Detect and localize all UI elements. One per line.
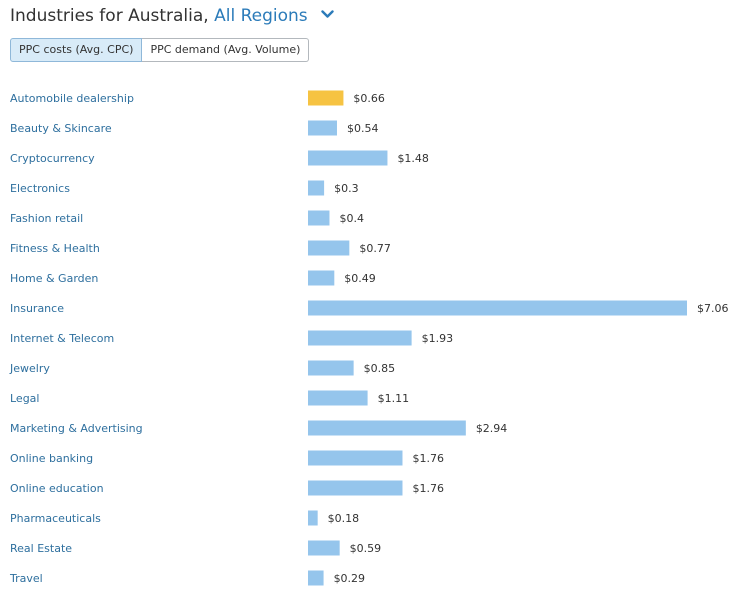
- category-label-marketing-and-advertising: Marketing & Advertising: [10, 422, 143, 435]
- category-label-beauty-and-skincare: Beauty & Skincare: [10, 122, 112, 135]
- bar-electronics: [308, 180, 325, 196]
- value-label-cryptocurrency: $1.48: [397, 152, 429, 165]
- value-label-electronics: $0.3: [334, 182, 359, 195]
- category-label-electronics: Electronics: [10, 182, 70, 195]
- category-label-online-banking: Online banking: [10, 452, 93, 465]
- value-label-fashion-retail: $0.4: [339, 212, 364, 225]
- value-label-legal: $1.11: [378, 392, 410, 405]
- bar-real-estate: [308, 540, 340, 556]
- bar-cryptocurrency: [308, 150, 388, 166]
- category-label-real-estate: Real Estate: [10, 542, 72, 555]
- value-label-insurance: $7.06: [697, 302, 729, 315]
- value-label-fitness-and-health: $0.77: [359, 242, 391, 255]
- bar-insurance: [308, 300, 687, 316]
- value-label-home-and-garden: $0.49: [344, 272, 376, 285]
- bar-beauty-and-skincare: [308, 120, 337, 136]
- category-label-fashion-retail: Fashion retail: [10, 212, 83, 225]
- value-label-pharmaceuticals: $0.18: [328, 512, 360, 525]
- value-label-automobile-dealership: $0.66: [353, 92, 385, 105]
- value-label-online-education: $1.76: [412, 482, 444, 495]
- bar-online-banking: [308, 450, 403, 466]
- metric-tabs: PPC costs (Avg. CPC) PPC demand (Avg. Vo…: [10, 38, 310, 62]
- category-label-insurance: Insurance: [10, 302, 64, 315]
- bar-marketing-and-advertising: [308, 420, 466, 436]
- value-label-travel: $0.29: [334, 572, 366, 585]
- category-label-fitness-and-health: Fitness & Health: [10, 242, 100, 255]
- bar-fitness-and-health: [308, 240, 350, 256]
- category-label-pharmaceuticals: Pharmaceuticals: [10, 512, 101, 525]
- category-label-cryptocurrency: Cryptocurrency: [10, 152, 95, 165]
- region-selector[interactable]: All Regions: [214, 6, 308, 26]
- category-label-automobile-dealership: Automobile dealership: [10, 92, 134, 105]
- category-label-home-and-garden: Home & Garden: [10, 272, 98, 285]
- bar-home-and-garden: [308, 270, 335, 286]
- value-label-internet-and-telecom: $1.93: [422, 332, 454, 345]
- category-label-travel: Travel: [9, 572, 43, 585]
- tab-ppc-costs[interactable]: PPC costs (Avg. CPC): [10, 38, 143, 62]
- bar-legal: [308, 390, 368, 406]
- category-label-online-education: Online education: [10, 482, 104, 495]
- bar-pharmaceuticals: [308, 510, 318, 526]
- bar-jewelry: [308, 360, 354, 376]
- bar-fashion-retail: [308, 210, 330, 226]
- category-label-jewelry: Jewelry: [9, 362, 50, 375]
- category-label-internet-and-telecom: Internet & Telecom: [10, 332, 114, 345]
- page-heading: Industries for Australia, All Regions: [10, 4, 334, 28]
- value-label-beauty-and-skincare: $0.54: [347, 122, 379, 135]
- tab-ppc-demand[interactable]: PPC demand (Avg. Volume): [142, 38, 310, 62]
- value-label-marketing-and-advertising: $2.94: [476, 422, 508, 435]
- value-label-real-estate: $0.59: [350, 542, 382, 555]
- value-label-online-banking: $1.76: [412, 452, 444, 465]
- bar-travel: [308, 570, 324, 586]
- category-label-legal: Legal: [10, 392, 39, 405]
- bar-internet-and-telecom: [308, 330, 412, 346]
- bar-online-education: [308, 480, 403, 496]
- value-label-jewelry: $0.85: [364, 362, 396, 375]
- page-title: Industries for Australia,: [10, 6, 209, 26]
- chevron-down-icon[interactable]: [321, 9, 334, 19]
- bar-automobile-dealership: [308, 90, 344, 106]
